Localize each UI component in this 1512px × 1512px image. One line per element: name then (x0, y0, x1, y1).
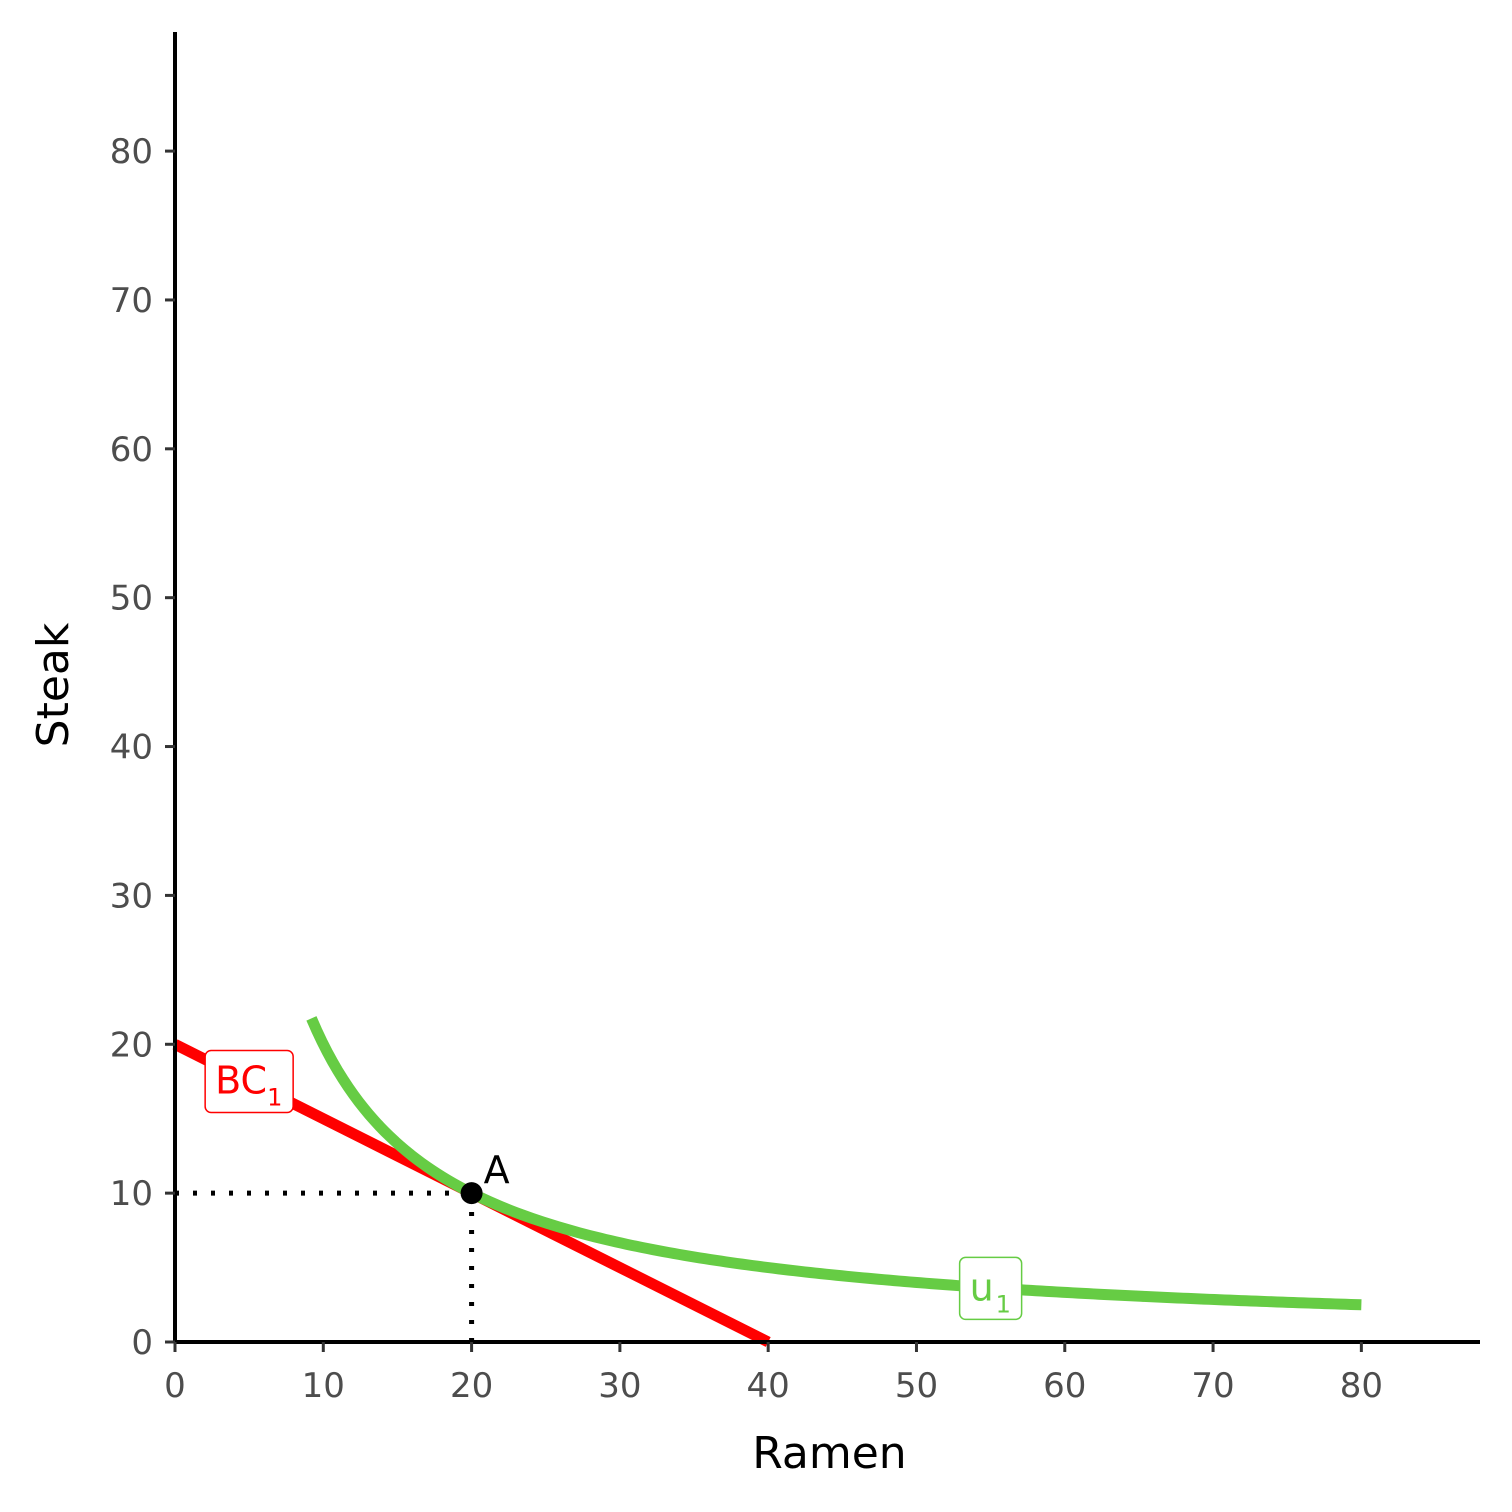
y-tick-label: 60 (110, 430, 153, 470)
y-tick-label: 10 (110, 1174, 153, 1214)
tick-marks: 0 10 20 30 40 50 60 70 80 0 10 20 30 40 50 60 70 80 (110, 132, 1383, 1406)
x-tick-label: 10 (302, 1366, 345, 1406)
x-tick-label: 30 (598, 1366, 641, 1406)
x-tick-label: 20 (450, 1366, 493, 1406)
series-lines (172, 1016, 1362, 1347)
x-tick-label: 40 (747, 1366, 790, 1406)
label-text: BC (215, 1058, 267, 1102)
x-tick-label: 80 (1340, 1366, 1383, 1406)
label-subscript: 1 (267, 1083, 282, 1111)
y-tick-label: 0 (131, 1323, 153, 1363)
label-text: u (970, 1265, 994, 1309)
series-labels: BC 1u 1 (204, 1049, 1023, 1321)
x-tick-label: 60 (1043, 1366, 1086, 1406)
label-box (204, 1049, 294, 1114)
y-tick-label: 30 (110, 876, 153, 916)
series-label-bc: BC 1 (204, 1049, 294, 1114)
y-axis-title: Steak (28, 622, 79, 747)
x-axis-title: Ramen (752, 1428, 906, 1479)
y-tick-label: 40 (110, 728, 153, 768)
label-box (958, 1256, 1023, 1321)
y-tick-label: 50 (110, 579, 153, 619)
point-label: A (484, 1148, 510, 1192)
points: A (460, 1148, 510, 1205)
y-tick-label: 20 (110, 1025, 153, 1065)
x-tick-label: 50 (895, 1366, 938, 1406)
y-tick-label: 70 (110, 281, 153, 321)
y-tick-label: 80 (110, 132, 153, 172)
x-tick-label: 70 (1191, 1366, 1234, 1406)
series-line-u (306, 1016, 1362, 1311)
x-tick-label: 0 (164, 1366, 186, 1406)
axes (173, 32, 1480, 1344)
label-subscript: 1 (996, 1290, 1011, 1318)
guide-lines (175, 1190, 475, 1342)
point-marker (460, 1182, 483, 1205)
